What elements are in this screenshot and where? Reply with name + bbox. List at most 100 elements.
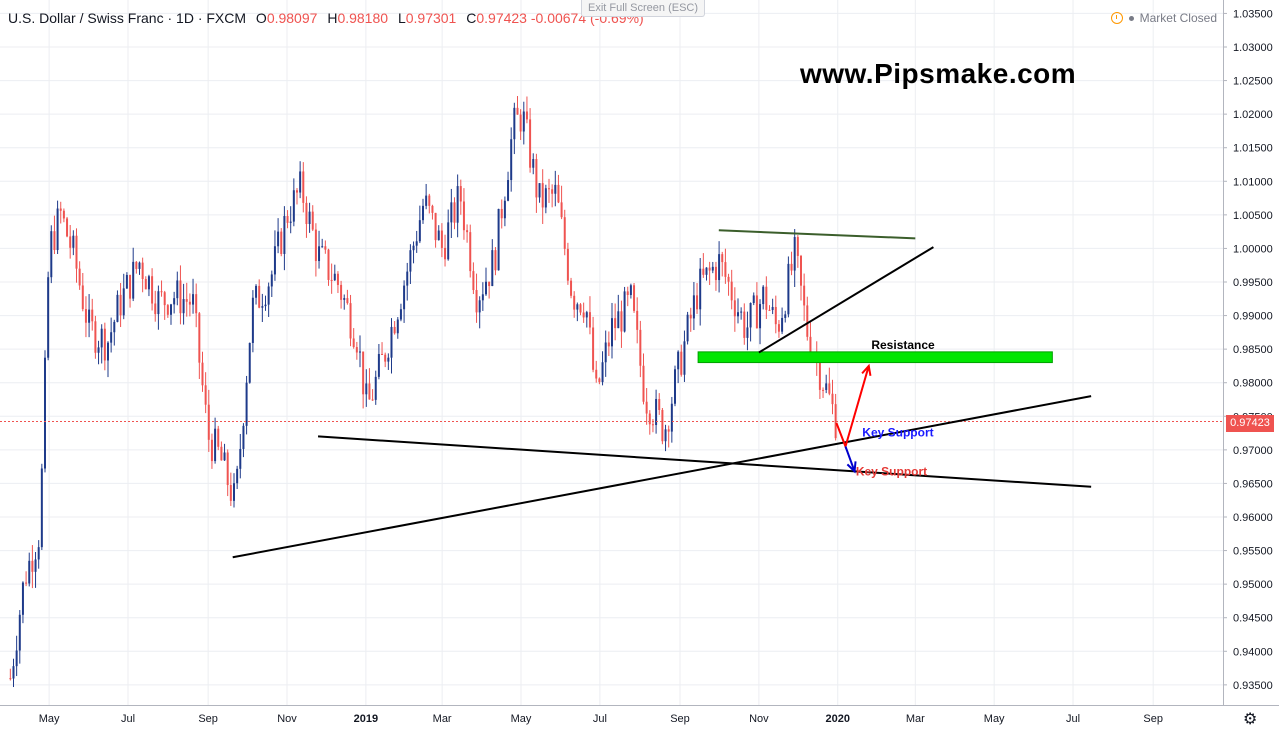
candle-body <box>623 291 626 332</box>
candle-body <box>135 261 138 269</box>
candle-body <box>403 285 406 310</box>
candle-body <box>314 229 317 262</box>
candle-body <box>686 314 689 342</box>
gear-icon[interactable]: ⚙ <box>1243 711 1258 728</box>
candle-body <box>330 279 333 281</box>
candle-body <box>721 254 724 263</box>
symbol-legend: U.S. Dollar / Swiss Franc · 1D · FXCM O0… <box>8 10 644 26</box>
candle-body <box>585 312 588 318</box>
candle-body <box>355 347 358 353</box>
y-tick-label: 0.95500 <box>1233 546 1273 558</box>
candle-body <box>239 448 242 469</box>
candle-body <box>475 290 478 313</box>
candle-body <box>437 230 440 241</box>
y-tick-label: 0.99500 <box>1233 277 1273 289</box>
candle-body <box>752 295 755 304</box>
candle-body <box>43 357 46 469</box>
candle-body <box>292 190 295 222</box>
candle-body <box>173 298 176 305</box>
candle-body <box>658 398 661 410</box>
x-tick-label: Nov <box>749 713 769 725</box>
y-tick-label: 0.98500 <box>1233 344 1273 356</box>
exit-full-screen-button[interactable]: Exit Full Screen (ESC) <box>581 0 706 17</box>
candle-body <box>365 383 368 395</box>
candle-body <box>198 313 201 363</box>
candle-body <box>469 232 472 272</box>
candle-body <box>648 413 651 425</box>
candle-body <box>636 310 639 330</box>
candle-body <box>255 285 258 298</box>
candle-body <box>210 439 213 462</box>
candle-body <box>28 560 31 584</box>
candle-body <box>642 365 645 402</box>
x-tick-label: Jul <box>1066 713 1080 725</box>
candle-body <box>462 201 465 231</box>
candle-body <box>472 271 475 291</box>
candle-body <box>544 188 547 208</box>
x-tick-label: May <box>39 713 60 725</box>
candle-body <box>803 285 806 306</box>
candle-body <box>258 285 261 308</box>
candle-body <box>743 311 746 338</box>
y-tick-label: 1.02500 <box>1233 76 1273 88</box>
candle-body <box>302 171 305 203</box>
y-tick-label: 0.97000 <box>1233 445 1273 457</box>
candle-body <box>21 582 24 615</box>
candle-body <box>264 304 267 307</box>
candle-body <box>72 235 75 248</box>
candle-body <box>204 385 207 405</box>
x-tick-label: 2019 <box>354 713 378 725</box>
candle-body <box>491 250 494 287</box>
trendline <box>758 246 934 354</box>
candle-body <box>50 231 53 278</box>
x-tick-label: Mar <box>906 713 925 725</box>
candle-body <box>248 342 251 383</box>
candle-body <box>680 351 683 375</box>
candle-body <box>283 216 286 254</box>
candle-body <box>270 274 273 287</box>
low-value: 0.97301 <box>405 10 457 26</box>
candle-body <box>119 294 122 316</box>
candle-body <box>645 401 648 414</box>
candle-body <box>459 186 462 202</box>
close-value: 0.97423 <box>476 10 527 26</box>
candle-body <box>273 246 276 275</box>
candle-body <box>103 328 106 361</box>
candle-body <box>396 319 399 334</box>
candle-body <box>799 255 802 286</box>
candle-body <box>453 202 456 223</box>
candle-body <box>327 249 330 280</box>
candle-body <box>456 186 459 223</box>
candle-body <box>34 559 37 572</box>
candle-body <box>570 280 573 296</box>
candle-body <box>428 195 431 206</box>
candle-body <box>595 369 598 379</box>
candle-body <box>299 171 302 193</box>
candle-body <box>69 236 72 248</box>
candle-body <box>787 263 790 315</box>
candle-body <box>311 211 314 230</box>
symbol-name: U.S. Dollar / Swiss Franc · 1D · FXCM <box>8 10 247 26</box>
y-tick-label: 1.03500 <box>1233 8 1273 20</box>
market-status-label: Market Closed <box>1139 11 1217 25</box>
candle-body <box>324 246 327 250</box>
low-label: L <box>397 10 406 26</box>
status-dot-icon <box>1128 15 1134 21</box>
candle-body <box>440 230 443 248</box>
candle-body <box>207 404 210 440</box>
candle-body <box>138 262 141 269</box>
candle-body <box>47 277 50 358</box>
candle-body <box>806 305 809 337</box>
candle-body <box>513 107 516 140</box>
candle-body <box>358 351 361 353</box>
candle-body <box>9 678 12 680</box>
y-tick-label: 0.96000 <box>1233 512 1273 524</box>
candle-body <box>573 295 576 310</box>
candle-body <box>15 650 18 667</box>
candle-body <box>40 468 43 548</box>
watermark-text: www.Pipsmake.com <box>800 58 1077 89</box>
candle-body <box>538 183 541 198</box>
candle-body <box>639 329 642 366</box>
candle-body <box>711 266 714 271</box>
